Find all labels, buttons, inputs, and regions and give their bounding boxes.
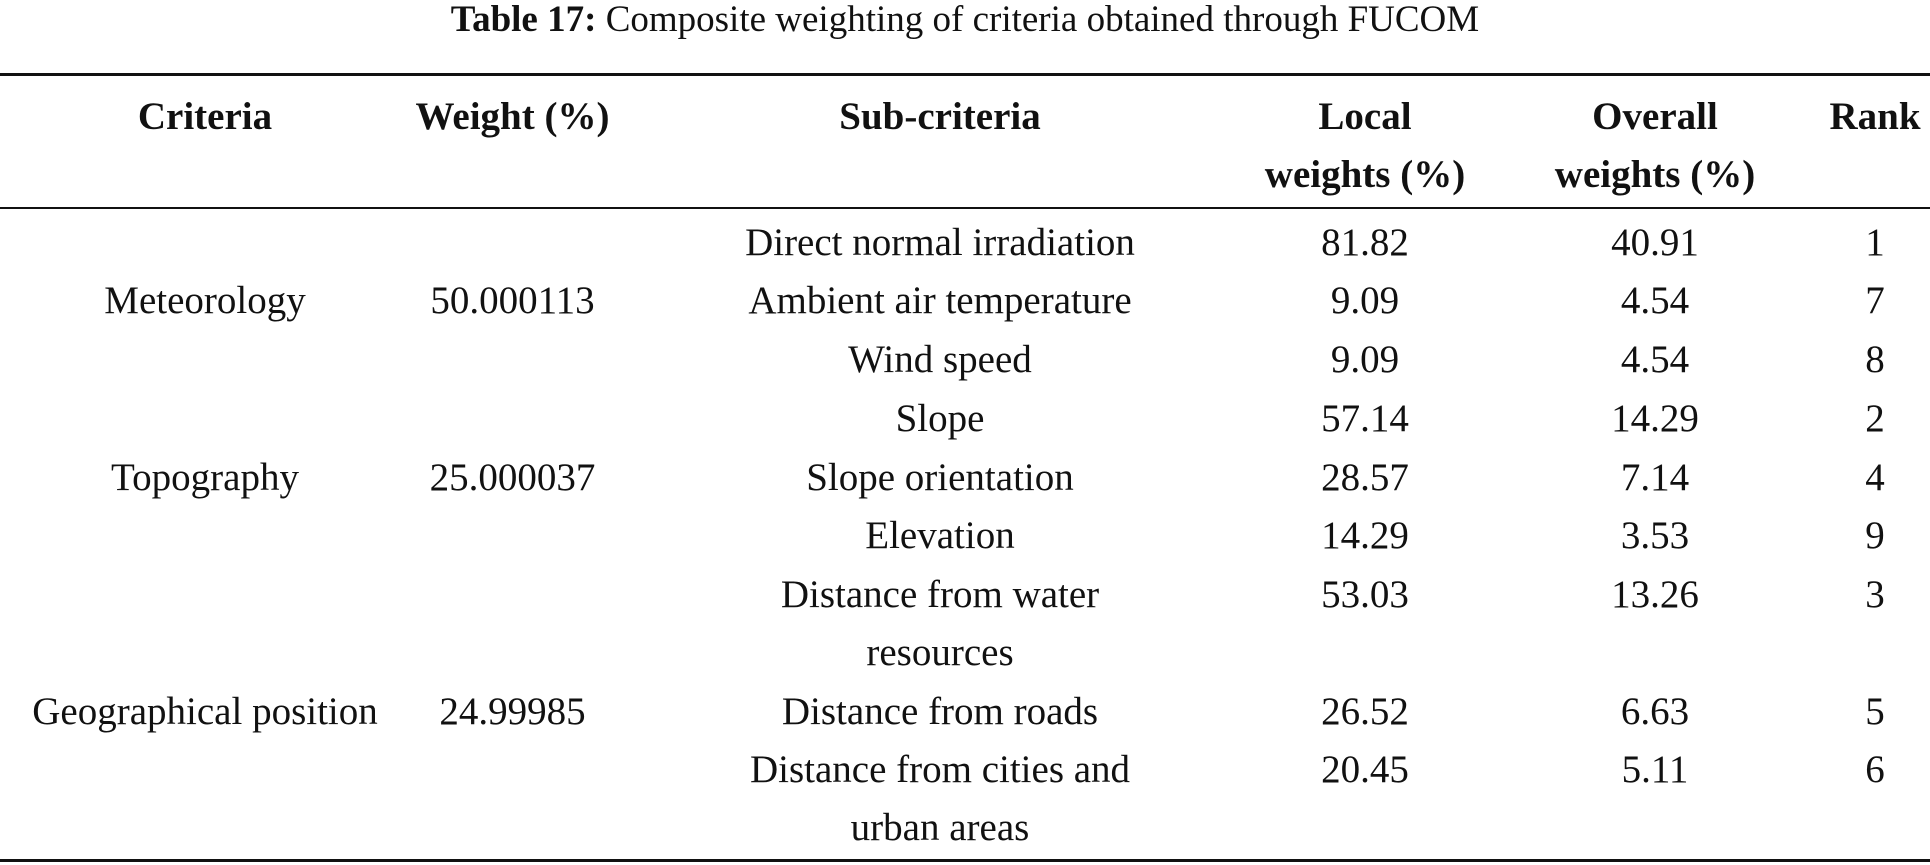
header-criteria: Criteria bbox=[137, 95, 273, 138]
header-rule bbox=[0, 207, 1930, 209]
table-row-subcriteria-cont: resources bbox=[866, 631, 1014, 674]
table-row-rank: 4 bbox=[1865, 456, 1885, 499]
table-row-subcriteria: Wind speed bbox=[848, 338, 1032, 381]
header-overall-line1: Overall bbox=[1592, 95, 1718, 138]
table-row-rank: 6 bbox=[1865, 748, 1885, 791]
table-row-local: 9.09 bbox=[1330, 338, 1400, 381]
criteria-topography: Topography bbox=[111, 456, 299, 499]
header-subcriteria: Sub-criteria bbox=[839, 95, 1041, 138]
table-row-rank: 1 bbox=[1865, 221, 1885, 264]
header-local-line1: Local bbox=[1318, 95, 1412, 138]
table-row-local: 57.14 bbox=[1321, 397, 1409, 440]
table-row-subcriteria-cont: urban areas bbox=[850, 806, 1030, 849]
table-row-rank: 8 bbox=[1865, 338, 1885, 381]
header-rank: Rank bbox=[1829, 95, 1921, 138]
table-row-local: 9.09 bbox=[1330, 279, 1400, 322]
table-row-subcriteria: Distance from water bbox=[780, 573, 1100, 616]
table-row-rank: 5 bbox=[1865, 690, 1885, 733]
caption-text: Composite weighting of criteria obtained… bbox=[605, 0, 1480, 40]
table-row-overall: 40.91 bbox=[1611, 221, 1699, 264]
criteria-geographical-position: Geographical position bbox=[32, 690, 378, 733]
header-overall-line2: weights (%) bbox=[1554, 153, 1756, 196]
table-row-rank: 9 bbox=[1865, 514, 1885, 557]
table-row-subcriteria: Distance from cities and bbox=[749, 748, 1131, 791]
caption-label: Table 17: bbox=[450, 0, 597, 40]
table-row-overall: 6.63 bbox=[1620, 690, 1690, 733]
criteria-meteorology: Meteorology bbox=[104, 279, 306, 322]
table-row-subcriteria: Slope orientation bbox=[806, 456, 1074, 499]
table-row-overall: 4.54 bbox=[1620, 338, 1690, 381]
table-row-subcriteria: Distance from roads bbox=[781, 690, 1099, 733]
weight-meteorology: 50.000113 bbox=[430, 279, 595, 322]
table-row-local: 28.57 bbox=[1321, 456, 1409, 499]
weight-geographical-position: 24.99985 bbox=[439, 690, 586, 733]
table-row-local: 14.29 bbox=[1321, 514, 1409, 557]
table-row-rank: 7 bbox=[1865, 279, 1885, 322]
table-row-local: 53.03 bbox=[1321, 573, 1409, 616]
table-row-subcriteria: Slope bbox=[895, 397, 985, 440]
table-row-subcriteria: Ambient air temperature bbox=[748, 279, 1132, 322]
header-weight: Weight (%) bbox=[415, 95, 610, 138]
table-caption: Table 17: Composite weighting of criteri… bbox=[0, 0, 1930, 40]
bottom-rule bbox=[0, 859, 1930, 862]
table-row-subcriteria: Direct normal irradiation bbox=[745, 221, 1135, 264]
table-row-rank: 2 bbox=[1865, 397, 1885, 440]
table-row-local: 81.82 bbox=[1321, 221, 1409, 264]
table-row-overall: 14.29 bbox=[1611, 397, 1699, 440]
table-row-local: 26.52 bbox=[1321, 690, 1409, 733]
table-row-rank: 3 bbox=[1865, 573, 1885, 616]
weight-topography: 25.000037 bbox=[429, 456, 596, 499]
table-row-overall: 3.53 bbox=[1620, 514, 1690, 557]
table-row-local: 20.45 bbox=[1321, 748, 1409, 791]
table-row-overall: 5.11 bbox=[1621, 748, 1689, 791]
table-row-subcriteria: Elevation bbox=[865, 514, 1015, 557]
top-rule bbox=[0, 73, 1930, 76]
table-row-overall: 7.14 bbox=[1620, 456, 1690, 499]
table-row-overall: 4.54 bbox=[1620, 279, 1690, 322]
header-local-line2: weights (%) bbox=[1264, 153, 1466, 196]
table-row-overall: 13.26 bbox=[1611, 573, 1699, 616]
